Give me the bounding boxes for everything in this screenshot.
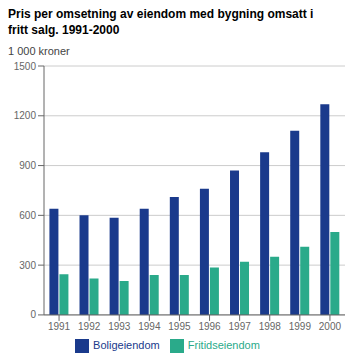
svg-text:1991: 1991 xyxy=(48,321,71,332)
svg-text:300: 300 xyxy=(19,260,36,271)
html-text:Fritidseiendom: Fritidseiendom xyxy=(187,338,260,351)
svg-text:1995: 1995 xyxy=(168,321,191,332)
svg-text:1999: 1999 xyxy=(289,321,312,332)
svg-text:1993: 1993 xyxy=(108,321,131,332)
svg-text:1500: 1500 xyxy=(14,61,37,72)
svg-text:1992: 1992 xyxy=(78,321,101,332)
svg-text:1996: 1996 xyxy=(198,321,221,332)
html-text:Pris per omsetning av eiendom: Pris per omsetning av eiendom med bygnin… xyxy=(8,7,314,21)
svg-text:2000: 2000 xyxy=(319,321,342,332)
svg-text:1994: 1994 xyxy=(138,321,161,332)
html-text:1 000 kroner: 1 000 kroner xyxy=(8,45,70,57)
svg-text:1200: 1200 xyxy=(14,110,37,121)
html-text:Boligeiendom: Boligeiendom xyxy=(93,338,160,351)
svg-text:1997: 1997 xyxy=(229,321,252,332)
html-text:fritt salg. 1991-2000: fritt salg. 1991-2000 xyxy=(8,23,120,37)
svg-text:0: 0 xyxy=(30,309,36,320)
svg-text:600: 600 xyxy=(19,210,36,221)
svg-text:900: 900 xyxy=(19,160,36,171)
svg-text:1998: 1998 xyxy=(259,321,282,332)
